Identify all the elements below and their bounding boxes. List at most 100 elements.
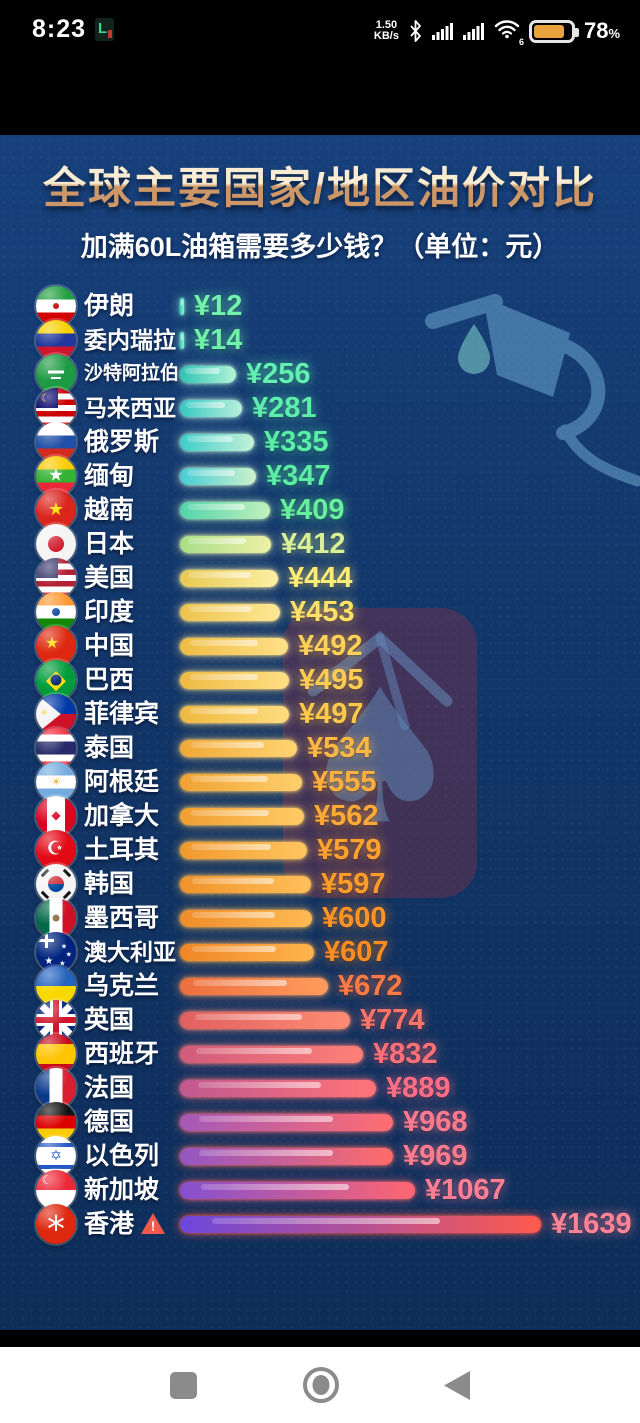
country-label: 菲律宾 (84, 700, 160, 728)
country-label: 香港 (84, 1210, 135, 1238)
value-bar (180, 1114, 393, 1131)
country-flag-icon: ☀ (36, 762, 76, 802)
country-label: 土耳其 (84, 836, 160, 864)
home-button[interactable] (303, 1367, 339, 1403)
country-label: 印度 (84, 598, 135, 626)
value-bar (180, 774, 302, 791)
value-label: ¥579 (317, 834, 382, 866)
country-label: 墨西哥 (84, 904, 160, 932)
value-label: ¥555 (312, 766, 377, 798)
country-flag-icon (36, 320, 76, 360)
country-label: 以色列 (84, 1142, 160, 1170)
value-bar (180, 910, 312, 927)
country-flag-icon: ☾ (36, 388, 76, 428)
status-bar: 8:23 L 1.50 KB/s 6 (0, 0, 640, 62)
country-flag-icon: ☾ (36, 1170, 76, 1210)
value-bar (180, 1182, 415, 1199)
country-flag-icon: ☀ (36, 694, 76, 734)
country-flag-icon (36, 558, 76, 598)
value-bar (180, 876, 311, 893)
value-bar (180, 536, 271, 553)
country-label: 马来西亚 (84, 395, 176, 421)
value-bar (180, 332, 184, 349)
chart-row: 俄罗斯 ¥335 (0, 422, 640, 462)
country-label: 中国 (84, 632, 135, 660)
value-bar (180, 808, 304, 825)
oil-drop-icon (458, 324, 490, 374)
country-flag-icon (36, 1102, 76, 1142)
chart-row: 德国 ¥968 (0, 1102, 640, 1142)
country-flag-icon (36, 864, 76, 904)
country-label: 缅甸 (84, 462, 135, 490)
country-label: 澳大利亚 (84, 939, 176, 965)
recents-button[interactable] (170, 1372, 197, 1399)
chart-row: 日本 ¥412 (0, 524, 640, 564)
battery-percent: 78% (583, 18, 620, 43)
value-label: ¥607 (324, 936, 389, 968)
country-label: 巴西 (84, 666, 135, 694)
chart-row: ☾ 马来西亚 ¥281 (0, 388, 640, 428)
country-label: 乌克兰 (84, 972, 160, 1000)
chart-row: ☾ 新加坡 ¥1067 (0, 1170, 640, 1210)
chart-row: 印度 ¥453 (0, 592, 640, 632)
battery-icon (528, 19, 579, 43)
value-bar (180, 740, 297, 757)
value-label: ¥444 (288, 562, 353, 594)
country-flag-icon (36, 966, 76, 1006)
value-label: ¥281 (252, 392, 317, 424)
oil-price-infographic: ♠ 全球主要国家/地区油价对比 加满60L油箱需要多少钱？（单位：元） 伊朗 ¥1… (0, 135, 640, 1330)
value-label: ¥562 (314, 800, 379, 832)
value-bar (180, 1080, 376, 1097)
chart-row: 英国 ¥774 (0, 1000, 640, 1040)
cell-signal-icon-1 (431, 23, 453, 40)
country-flag-icon (36, 1000, 76, 1040)
chart-title: 全球主要国家/地区油价对比 (0, 154, 640, 216)
value-bar (180, 570, 278, 587)
country-label: 泰国 (84, 734, 135, 762)
value-label: ¥495 (299, 664, 364, 696)
value-label: ¥1639 (551, 1208, 632, 1240)
country-flag-icon: ◆ (36, 660, 76, 700)
country-label: 委内瑞拉 (84, 327, 176, 353)
value-label: ¥335 (264, 426, 329, 458)
country-label: 阿根廷 (84, 768, 160, 796)
country-label: 德国 (84, 1108, 135, 1136)
chart-row: 墨西哥 ¥600 (0, 898, 640, 938)
notification-app-icon: L (95, 18, 114, 41)
value-bar (180, 1012, 350, 1029)
chart-row: ★ 中国 ¥492 (0, 626, 640, 666)
chart-row: 泰国 ¥534 (0, 728, 640, 768)
chart-row: 法国 ¥889 (0, 1068, 640, 1108)
chart-row: ★★★★ 澳大利亚 ¥607 (0, 932, 640, 972)
value-bar (180, 604, 280, 621)
country-flag-icon: * (36, 1204, 76, 1244)
value-bar (180, 706, 289, 723)
value-bar (180, 1046, 363, 1063)
country-label: 新加坡 (84, 1176, 160, 1204)
value-label: ¥832 (373, 1038, 438, 1070)
country-flag-icon (36, 728, 76, 768)
value-label: ¥774 (360, 1004, 425, 1036)
value-label: ¥453 (290, 596, 355, 628)
value-label: ¥256 (246, 358, 311, 390)
chart-row: 韩国 ¥597 (0, 864, 640, 904)
value-bar (180, 468, 256, 485)
country-flag-icon: ◆ (36, 796, 76, 836)
value-label: ¥600 (322, 902, 387, 934)
chart-row: ☀ 菲律宾 ¥497 (0, 694, 640, 734)
clock: 8:23 (32, 15, 87, 43)
country-label: 法国 (84, 1074, 135, 1102)
chart-row: 美国 ¥444 (0, 558, 640, 598)
chart-row: ★ 越南 ¥409 (0, 490, 640, 530)
android-nav-bar (0, 1347, 640, 1423)
country-label: 日本 (84, 530, 135, 558)
value-label: ¥597 (321, 868, 386, 900)
value-bar (180, 1216, 541, 1233)
back-button[interactable] (444, 1371, 470, 1400)
wifi-band-label: 6 (518, 36, 524, 47)
value-label: ¥969 (403, 1140, 468, 1172)
spade-icon: ♠ (297, 649, 463, 866)
country-flag-icon: ☪ (36, 830, 76, 870)
fuel-nozzle-icon (425, 294, 640, 487)
bluetooth-icon (410, 20, 421, 42)
